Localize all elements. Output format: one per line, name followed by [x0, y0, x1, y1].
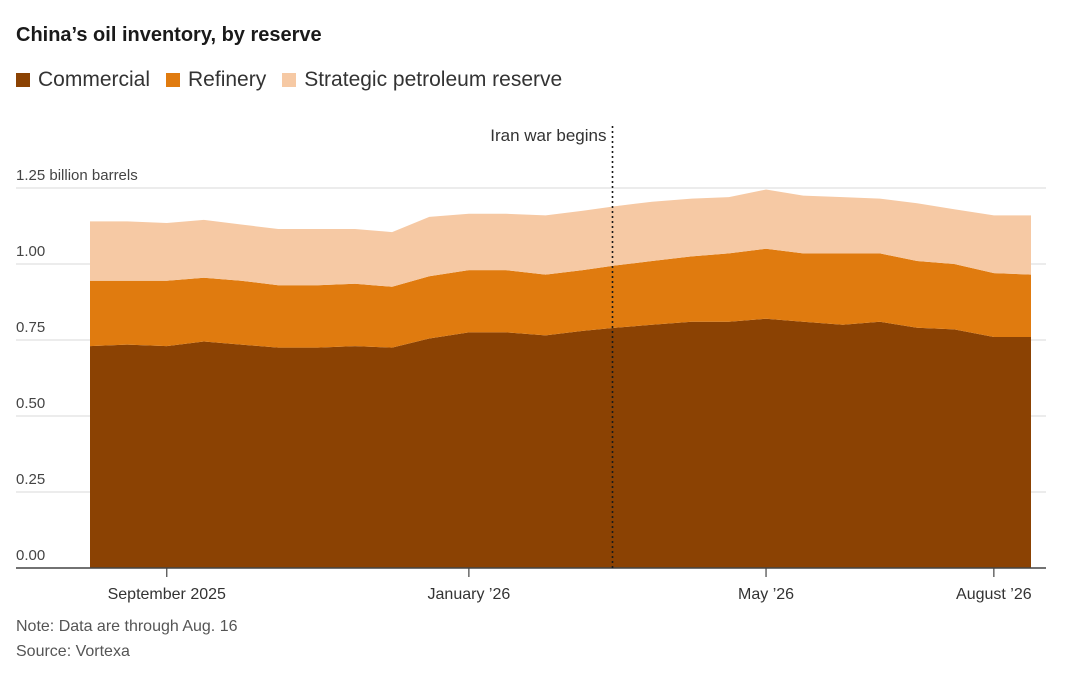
area-strategic-petroleum-reserve — [90, 189, 1031, 287]
legend-swatch-strategic — [282, 73, 297, 87]
x-axis: September 2025 January ’26 May ’26 August ’… — [16, 567, 1046, 603]
legend-swatch-commercial — [16, 73, 30, 87]
y-tick-label: 0.00 — [16, 547, 45, 564]
x-tick-label: August ’26 — [956, 586, 1032, 603]
y-axis-ticks: 0.00 0.25 0.50 0.75 1.00 1.25 billion barrels — [16, 167, 138, 564]
legend-swatch-refinery — [166, 73, 181, 87]
note-text: Note: Data are through Aug. 16 — [16, 618, 238, 635]
x-tick-label: May ’26 — [738, 586, 794, 603]
area-refinery — [90, 248, 1031, 348]
y-tick-label: 0.50 — [16, 395, 45, 412]
legend-item-refinery: Refinery — [166, 68, 266, 92]
legend-item-strategic: Strategic petroleum reserve — [282, 68, 562, 92]
legend-label-strategic: Strategic petroleum reserve — [304, 68, 563, 91]
y-tick-label: 1.00 — [16, 243, 45, 260]
x-tick-label: January ’26 — [428, 586, 511, 603]
legend: Commercial Refinery Strategic petroleum … — [16, 68, 562, 92]
legend-item-commercial: Commercial — [16, 68, 150, 92]
legend-label-refinery: Refinery — [188, 68, 267, 91]
x-tick-label: September 2025 — [108, 586, 226, 603]
y-tick-label: 0.25 — [16, 471, 45, 488]
chart-title: China’s oil inventory, by reserve — [16, 24, 322, 46]
y-tick-label: 0.75 — [16, 319, 45, 336]
y-tick-label: 1.25 billion barrels — [16, 167, 138, 184]
annotation-label: Iran war begins — [490, 126, 606, 145]
annotation: Iran war begins — [490, 126, 614, 568]
stacked-areas — [90, 189, 1031, 568]
area-commercial — [90, 318, 1031, 568]
source-text: Source: Vortexa — [16, 643, 130, 660]
legend-label-commercial: Commercial — [38, 68, 151, 91]
